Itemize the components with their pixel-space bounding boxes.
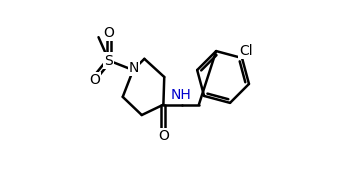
Text: O: O — [104, 26, 114, 40]
Text: N: N — [129, 61, 139, 75]
Text: O: O — [89, 74, 100, 87]
Text: Cl: Cl — [239, 44, 253, 58]
Text: S: S — [105, 54, 113, 67]
Text: NH: NH — [170, 88, 191, 102]
Text: O: O — [158, 129, 169, 143]
